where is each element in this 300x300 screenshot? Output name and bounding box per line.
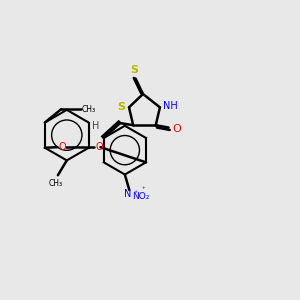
Text: S: S [130, 65, 138, 75]
Text: ⁺: ⁺ [142, 187, 146, 193]
Text: CH₃: CH₃ [48, 179, 62, 188]
Text: ⁺: ⁺ [134, 189, 138, 198]
Text: O: O [59, 142, 67, 152]
Text: O: O [95, 142, 103, 152]
Text: S: S [117, 102, 125, 112]
Text: O: O [172, 124, 181, 134]
Text: H: H [92, 121, 99, 131]
Text: CH₃: CH₃ [82, 105, 96, 114]
Text: NO₂: NO₂ [132, 192, 149, 201]
Text: NH: NH [164, 101, 178, 111]
Text: N: N [124, 188, 131, 199]
